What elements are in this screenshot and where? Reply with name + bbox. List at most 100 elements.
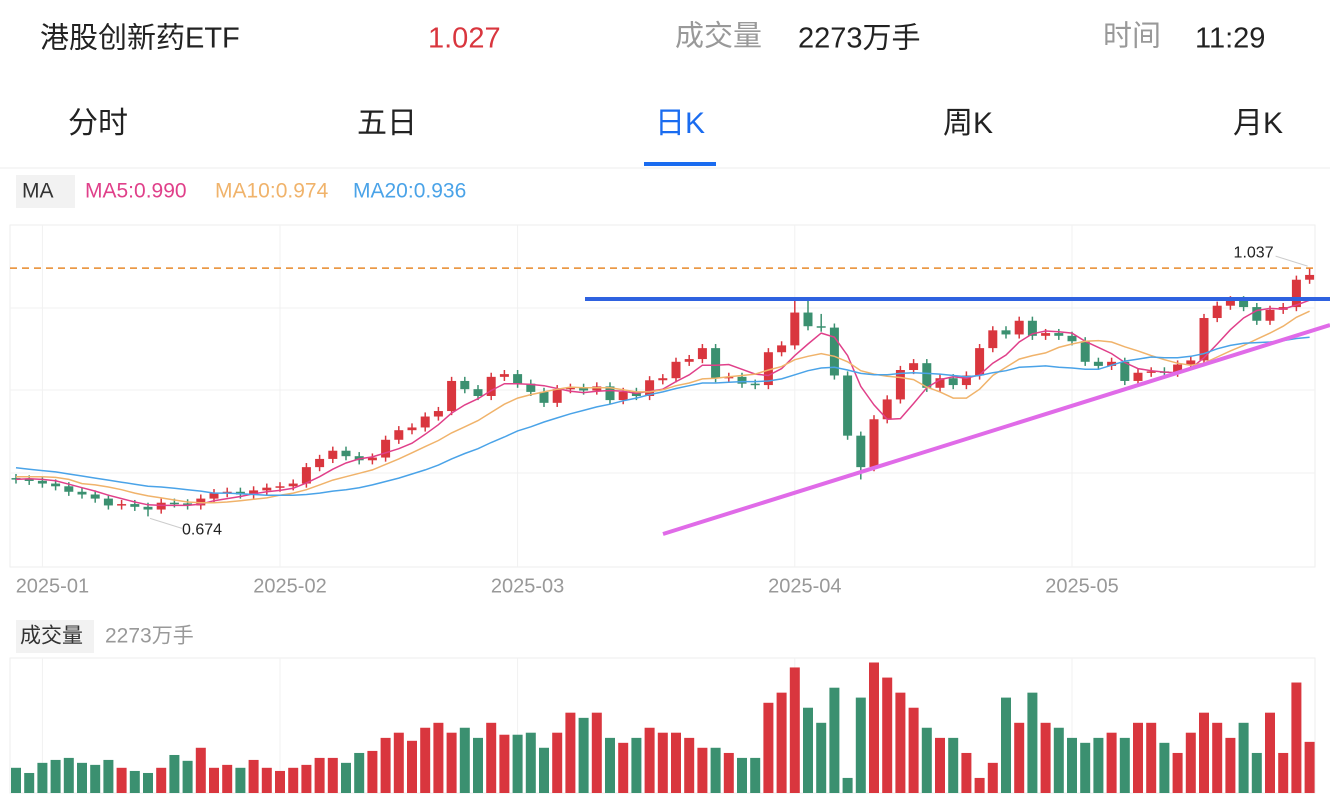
candle-body <box>51 483 61 487</box>
tab-underline <box>644 162 716 166</box>
candle-body <box>1239 300 1249 308</box>
volume-bar <box>1119 737 1130 793</box>
candle-body <box>77 491 87 495</box>
candle-body <box>169 502 179 505</box>
ma-legend: MA20:0.936 <box>353 180 466 203</box>
tab[interactable]: 五日 <box>357 107 417 140</box>
candle-body <box>460 380 470 390</box>
candle-body <box>1027 320 1037 336</box>
high-leader <box>1275 255 1308 267</box>
ma-legend: MA5:0.990 <box>85 180 187 203</box>
volume-bar <box>763 702 774 793</box>
candle-body <box>763 352 773 386</box>
volume-bar <box>103 759 114 793</box>
volume-bar <box>842 777 853 793</box>
volume-bar <box>156 767 167 793</box>
ma-line <box>16 310 1310 504</box>
candle-body <box>869 419 879 468</box>
candle-body <box>777 345 787 353</box>
volume-bar <box>261 767 272 793</box>
volume-bar <box>1172 752 1183 793</box>
candle-body <box>143 506 153 510</box>
volume-bar <box>1304 741 1315 793</box>
volume-bar <box>1251 752 1262 793</box>
candle-body <box>117 504 127 506</box>
vol-tag-bg <box>16 620 94 653</box>
candle-body <box>948 378 958 386</box>
candle-body <box>1054 333 1064 336</box>
volume-bar <box>552 732 563 793</box>
volume-bar <box>1001 697 1011 793</box>
candle-body <box>803 312 813 327</box>
vol-value: 2273万手 <box>105 625 194 648</box>
candle-body <box>433 411 443 417</box>
volume-bar <box>50 759 61 793</box>
volume-bar <box>327 757 338 793</box>
volume-bar <box>618 742 629 793</box>
candle-body <box>1173 364 1183 373</box>
candle-body <box>407 427 417 431</box>
price: 1.027 <box>428 23 501 55</box>
volume-bar <box>235 767 246 793</box>
volume-bar <box>90 764 101 793</box>
tab[interactable]: 分时 <box>68 107 128 140</box>
candle-body <box>499 374 509 377</box>
volume-bar <box>829 687 840 793</box>
volume-bar <box>631 737 642 793</box>
volume-bar <box>11 767 21 793</box>
volume-bar <box>895 692 906 793</box>
candle-body <box>935 378 945 388</box>
candle-body <box>1252 307 1262 321</box>
volume-bar <box>195 747 206 793</box>
candle-body <box>1107 361 1117 366</box>
time: 11:29 <box>1195 23 1265 55</box>
volume-bar <box>222 764 233 793</box>
candle-body <box>658 378 668 381</box>
x-tick-label: 2025-04 <box>768 575 841 597</box>
candle-body <box>645 380 655 396</box>
volume-bar <box>473 737 483 793</box>
volume-bar <box>1291 682 1302 793</box>
candle-body <box>895 370 905 400</box>
candle-body <box>1305 274 1315 280</box>
candle-body <box>341 450 351 457</box>
volume-bar <box>420 727 431 793</box>
ma-line <box>15 336 1310 496</box>
volume: 2273万手 <box>798 22 921 55</box>
candle-body <box>697 348 707 360</box>
candle-body <box>262 487 272 491</box>
volume-bar <box>565 712 576 793</box>
candle-body <box>288 483 298 487</box>
candle-body <box>1146 371 1156 373</box>
candle-body <box>1199 318 1209 361</box>
ma-line <box>15 299 1310 507</box>
candle-body <box>1186 360 1196 365</box>
volume-bar <box>1067 737 1077 793</box>
high-label: 1.037 <box>1234 244 1274 261</box>
tab[interactable]: 周K <box>943 107 993 140</box>
volume-bar <box>393 732 404 793</box>
volume-bar <box>143 772 153 793</box>
candle-body <box>1291 279 1301 308</box>
volume-bar <box>63 757 74 793</box>
candle-body <box>1093 361 1103 366</box>
ma-tag-bg <box>16 175 75 208</box>
tab[interactable]: 日K <box>655 107 705 140</box>
volume-bar <box>1265 712 1275 793</box>
ma-tag: MA <box>22 180 54 203</box>
volume-bar <box>459 727 470 793</box>
volume-bar <box>1027 692 1038 793</box>
volume-bar <box>1093 737 1104 793</box>
vol-tag: 成交量 <box>20 625 83 648</box>
candle-body <box>103 498 113 506</box>
tab[interactable]: 月K <box>1233 107 1283 140</box>
candle-body <box>486 376 496 396</box>
candle-body <box>909 363 919 371</box>
volume-bar <box>1212 722 1223 793</box>
candle-body <box>130 504 140 507</box>
volume-bar <box>499 734 510 793</box>
candle-body <box>922 363 932 388</box>
candle-body <box>90 494 100 499</box>
volume-bar <box>684 737 695 793</box>
